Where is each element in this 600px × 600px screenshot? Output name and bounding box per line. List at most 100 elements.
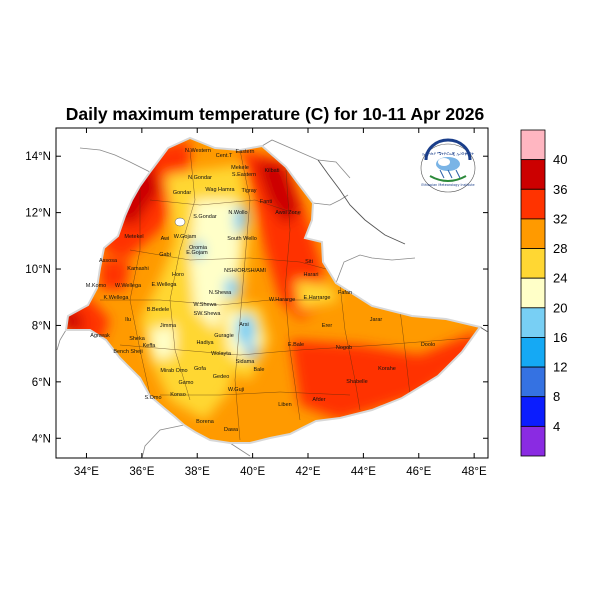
region-label: Gedeo [213, 374, 230, 380]
latitude-axis: 4°N 6°N 8°N 10°N 12°N 14°N [25, 151, 488, 445]
colorbar-swatch [520, 159, 546, 190]
region-label: Harari [304, 272, 319, 278]
y-tick-label: 14°N [25, 151, 51, 163]
colorbar-swatch [520, 248, 546, 279]
region-label: Dawa [224, 427, 239, 433]
region-label: Ilu [125, 317, 131, 323]
region-label: E.Harrarge [304, 295, 331, 301]
region-label: E.Bale [288, 342, 304, 348]
colorbar-label: 40 [553, 152, 567, 167]
region-label: M.Komo [86, 283, 106, 289]
region-label: Kamashi [127, 266, 148, 272]
colorbar-label: 8 [553, 389, 560, 404]
region-label: Oromia [189, 245, 208, 251]
region-label: Cent.T [216, 153, 233, 159]
region-label: Awi [161, 236, 170, 242]
neighbor-borders [56, 139, 416, 458]
colorbar-swatch [520, 425, 546, 457]
region-label: Erer [322, 323, 333, 329]
x-tick-label: 48°E [462, 466, 487, 478]
region-label: Korahe [378, 366, 396, 372]
x-tick-label: 42°E [295, 466, 320, 478]
x-tick-label: 40°E [240, 466, 265, 478]
region-label: Tigray [241, 188, 256, 194]
region-label: Jarar [370, 317, 383, 323]
colorbar-swatch [520, 366, 546, 398]
region-label: NSH/OR/SH/AMI [224, 268, 266, 274]
region-label: N.Western [185, 148, 211, 154]
logo-text-bottom: Ethiopian Meteorology Institute [421, 183, 474, 187]
region-label: Shabelle [346, 379, 367, 385]
colorbar-label: 12 [553, 360, 567, 375]
colorbar-label: 24 [553, 271, 567, 286]
region-label: Liben [278, 402, 291, 408]
temperature-colorbar: 40 36 32 28 24 20 16 12 8 4 [520, 129, 567, 457]
region-label: W.Gojam [174, 234, 197, 240]
x-tick-label: 36°E [129, 466, 154, 478]
region-label: Mirab Omo [160, 368, 187, 374]
region-label: W.Guji [228, 387, 244, 393]
region-label: Gondar [173, 190, 192, 196]
region-label: W.Shewa [193, 302, 217, 308]
x-tick-label: 38°E [185, 466, 210, 478]
region-label: Awsi Zone [275, 210, 301, 216]
region-label: S.Eastern [232, 172, 256, 178]
region-label: S.Omo [144, 395, 161, 401]
region-label: Doolo [421, 342, 435, 348]
y-tick-label: 12°N [25, 208, 51, 220]
region-label: Metekel [124, 234, 143, 240]
country-outline [64, 136, 482, 444]
region-label: Guragie [214, 333, 234, 339]
colorbar-label: 36 [553, 182, 567, 197]
colorbar-label: 20 [553, 300, 567, 315]
colorbar-swatch [520, 337, 546, 368]
region-label: E.Gojam [186, 250, 208, 256]
region-label: Gabi [159, 252, 171, 258]
colorbar-label: 32 [553, 211, 567, 226]
region-label: N.Gondar [188, 175, 212, 181]
region-label: Kilbati [265, 168, 280, 174]
region-label: South Wello [227, 236, 257, 242]
region-label: Keffa [143, 343, 157, 349]
x-tick-label: 34°E [74, 466, 99, 478]
x-tick-label: 46°E [406, 466, 431, 478]
map-title: Daily maximum temperature (C) for 10-11 … [65, 104, 485, 124]
region-label: Agnwak [90, 333, 110, 339]
region-label: Hadiya [196, 340, 214, 346]
y-tick-label: 10°N [25, 264, 51, 276]
region-label: Nogob [336, 345, 352, 351]
region-label: Wolayta [211, 351, 232, 357]
colorbar-swatch [520, 307, 546, 338]
region-label: Mekele [231, 165, 249, 171]
region-label: Sidama [236, 359, 256, 365]
region-label: Borena [196, 419, 215, 425]
colorbar-label: 16 [553, 330, 567, 345]
region-label: S.Gondar [193, 214, 217, 220]
region-label: Arsi [239, 322, 248, 328]
region-label: Wag Hamra [205, 187, 235, 193]
lake-tana [174, 217, 186, 227]
region-label: Fafan [338, 290, 352, 296]
colorbar-label: 28 [553, 241, 567, 256]
region-label: SW.Shewa [194, 311, 222, 317]
colorbar-swatch [520, 188, 546, 220]
region-label: Gofa [194, 366, 207, 372]
region-label: Bale [253, 367, 264, 373]
colorbar-swatch [520, 129, 546, 161]
region-label: Assosa [99, 258, 118, 264]
colorbar-swatch [520, 396, 546, 427]
colorbar-label: 4 [553, 419, 560, 434]
region-label: Jimma [160, 323, 177, 329]
x-tick-label: 44°E [351, 466, 376, 478]
region-label: N.Shewa [209, 290, 232, 296]
region-label: Afder [312, 397, 325, 403]
region-label: N.Wollo [228, 210, 247, 216]
region-boundaries [100, 149, 471, 441]
region-label: W.Wellega [115, 283, 142, 289]
region-label: Fanti [260, 199, 272, 205]
region-label: Eastern [236, 149, 255, 155]
region-label: K.Wellega [104, 295, 130, 301]
region-label: Gamo [179, 380, 194, 386]
